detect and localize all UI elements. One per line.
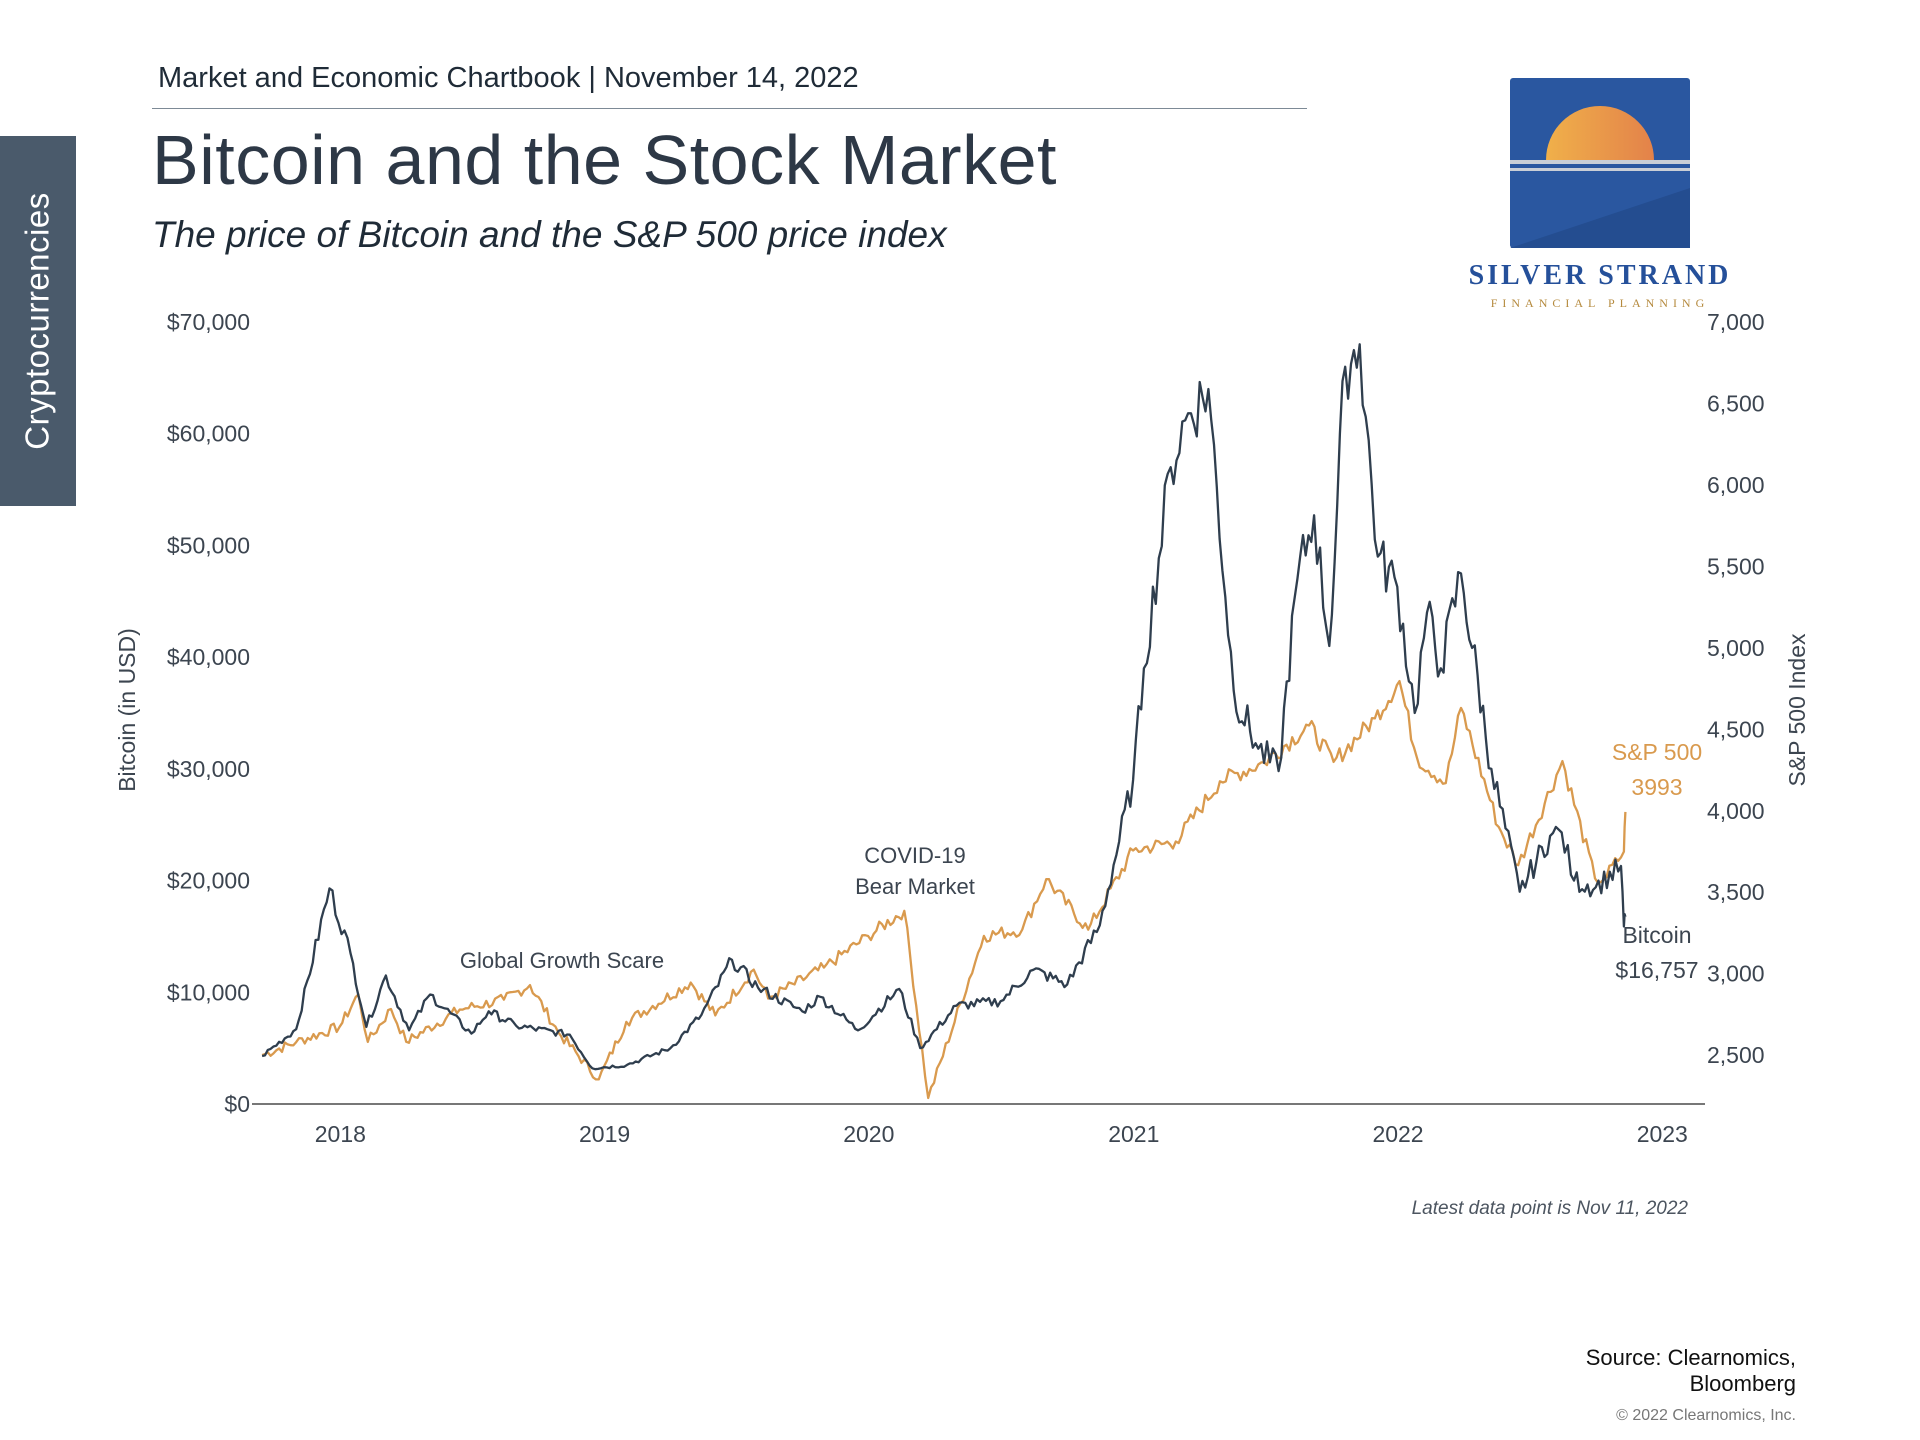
y-right-tick-label: 4,000	[1707, 798, 1765, 824]
sp500-end-value: 3993	[1631, 774, 1682, 800]
y-left-tick-label: $30,000	[167, 756, 250, 782]
logo-sun	[1546, 106, 1654, 160]
y-right-tick-label: 2,500	[1707, 1042, 1765, 1068]
y-left-tick-label: $50,000	[167, 532, 250, 558]
y-right-tick-label: 6,500	[1707, 390, 1765, 416]
y-left-tick-label: $20,000	[167, 868, 250, 894]
bitcoin-end-value: $16,757	[1615, 957, 1698, 983]
latest-data-note: Latest data point is Nov 11, 2022	[1411, 1198, 1688, 1219]
x-tick-label: 2022	[1372, 1121, 1423, 1147]
y-right-axis-title: S&P 500 Index	[1784, 633, 1810, 787]
annotation-covid-line2: Bear Market	[855, 874, 975, 899]
y-right-tick-label: 3,500	[1707, 879, 1765, 905]
x-tick-label: 2021	[1108, 1121, 1159, 1147]
y-right-tick-label: 3,000	[1707, 961, 1765, 987]
logo-name: SILVER STRAND	[1468, 260, 1732, 291]
y-left-axis-title: Bitcoin (in USD)	[114, 628, 140, 792]
y-left-tick-label: $70,000	[167, 309, 250, 335]
x-tick-label: 2018	[315, 1121, 366, 1147]
sp500-end-label: S&P 500	[1612, 739, 1702, 765]
y-right-tick-label: 7,000	[1707, 309, 1765, 335]
bitcoin-end-label: Bitcoin	[1622, 922, 1691, 948]
header-divider	[152, 108, 1307, 109]
x-tick-label: 2020	[843, 1121, 894, 1147]
bitcoin-line	[261, 343, 1627, 1071]
y-left-tick-label: $0	[224, 1091, 250, 1117]
page-title: Bitcoin and the Stock Market	[152, 121, 1057, 199]
silver-strand-logo	[1510, 78, 1690, 248]
y-right-tick-label: 5,500	[1707, 553, 1765, 579]
section-tab: Cryptocurrencies	[0, 136, 76, 506]
copyright-note: © 2022 Clearnomics, Inc.	[1616, 1407, 1796, 1424]
annotation-covid-line1: COVID-19	[864, 843, 965, 868]
y-right-tick-label: 4,500	[1707, 716, 1765, 742]
logo-tagline: FINANCIAL PLANNING	[1490, 296, 1710, 310]
y-left-tick-label: $40,000	[167, 644, 250, 670]
y-left-tick-label: $60,000	[167, 421, 250, 447]
x-tick-label: 2019	[579, 1121, 630, 1147]
annotation-global-growth-scare: Global Growth Scare	[460, 948, 664, 973]
x-tick-label: 2023	[1637, 1121, 1688, 1147]
y-left-tick-label: $10,000	[167, 979, 250, 1005]
y-right-tick-label: 5,000	[1707, 635, 1765, 661]
y-right-tick-label: 6,000	[1707, 472, 1765, 498]
page-subtitle: The price of Bitcoin and the S&P 500 pri…	[152, 214, 947, 255]
source-note: Source: Clearnomics, Bloomberg	[1585, 1345, 1796, 1396]
chartbook-header: Market and Economic Chartbook | November…	[158, 62, 859, 94]
sp500-line	[261, 679, 1627, 1100]
